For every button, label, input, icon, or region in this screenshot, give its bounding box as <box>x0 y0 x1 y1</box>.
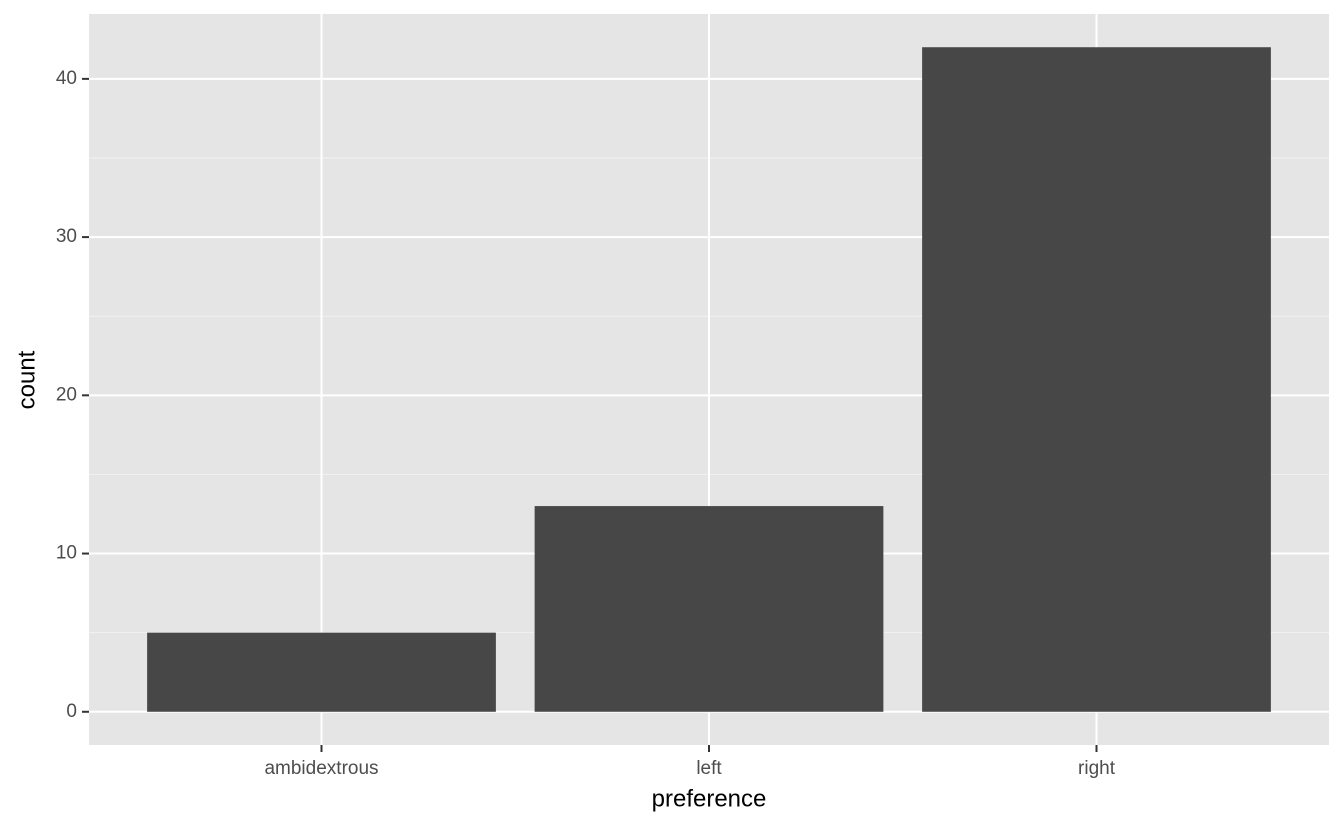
y-tick-label: 20 <box>56 384 77 405</box>
bar <box>922 47 1271 712</box>
bar <box>534 506 884 712</box>
x-tick-label: left <box>696 758 722 779</box>
x-tick-label: ambidextrous <box>264 758 378 779</box>
y-tick-label: 30 <box>56 226 77 247</box>
y-axis-title: count <box>13 350 40 409</box>
x-tick-label: right <box>1078 758 1116 779</box>
y-tick-label: 0 <box>66 701 77 722</box>
bar <box>147 632 496 712</box>
y-tick-label: 10 <box>56 543 77 564</box>
y-tick-label: 40 <box>56 68 77 89</box>
x-axis-title: preference <box>652 785 767 812</box>
